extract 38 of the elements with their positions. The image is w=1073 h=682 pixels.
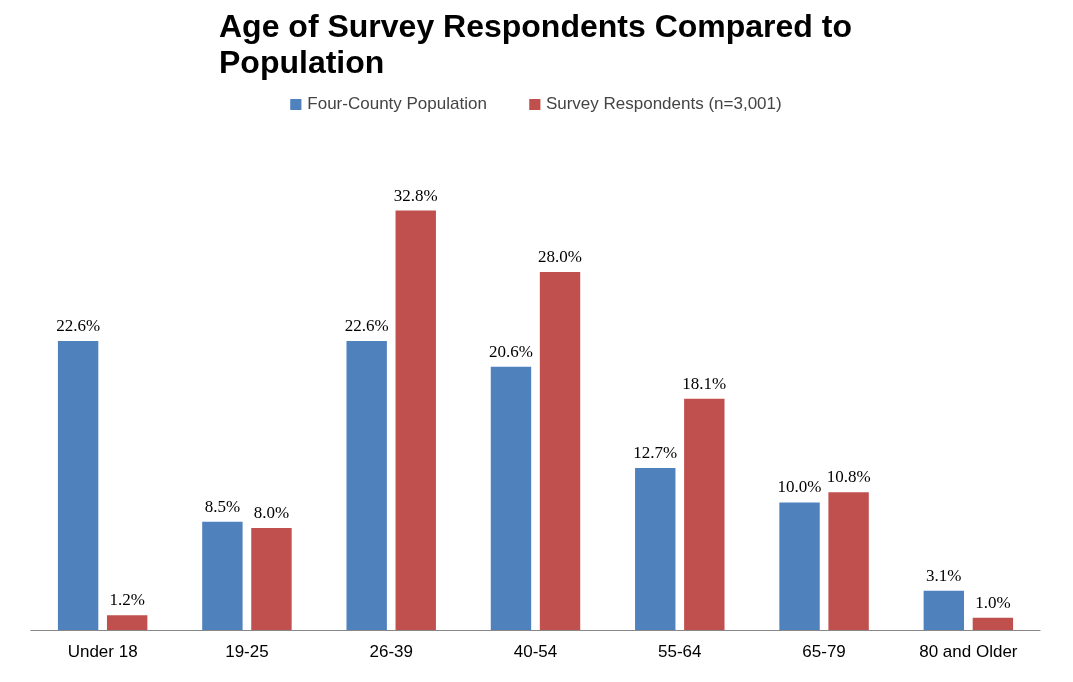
bar	[972, 617, 1014, 631]
bar	[57, 341, 99, 631]
bar	[828, 492, 869, 631]
bar	[923, 590, 965, 631]
data-label: 1.0%	[975, 592, 1011, 612]
bar	[202, 521, 243, 631]
bar	[395, 210, 436, 631]
data-label: 22.6%	[344, 316, 389, 336]
data-label: 22.6%	[56, 316, 101, 336]
data-label: 20.6%	[489, 341, 533, 361]
legend-label: Survey Respondents (n=3,001)	[545, 94, 782, 114]
x-tick-label: 55-64	[658, 641, 702, 661]
x-tick-label: Under 18	[67, 641, 138, 661]
data-label: 3.1%	[926, 565, 962, 585]
chart-title: Age of Survey Respondents Compared to Population	[219, 7, 852, 80]
x-tick-label: 26-39	[369, 641, 413, 661]
bar	[539, 271, 581, 631]
data-label: 10.0%	[777, 477, 822, 497]
data-label: 32.8%	[393, 185, 438, 205]
data-label: 18.1%	[682, 373, 727, 393]
data-label: 8.0%	[253, 503, 290, 523]
bar	[684, 398, 725, 631]
bar	[106, 615, 148, 631]
bar	[779, 502, 820, 631]
bar	[490, 366, 532, 631]
x-tick-label: 80 and Older	[919, 641, 1018, 661]
bar	[346, 341, 387, 631]
data-label: 1.2%	[109, 590, 145, 610]
x-tick-label: 65-79	[802, 641, 846, 661]
x-tick-label: 40-54	[513, 641, 558, 661]
data-label: 8.5%	[204, 496, 241, 516]
data-label: 28.0%	[538, 246, 582, 266]
legend-label: Four-County Population	[307, 94, 487, 114]
data-label: 10.8%	[826, 467, 871, 487]
data-label: 12.7%	[633, 442, 678, 462]
bar	[251, 528, 292, 631]
x-tick-label: 19-25	[225, 641, 269, 661]
bar	[635, 467, 676, 631]
